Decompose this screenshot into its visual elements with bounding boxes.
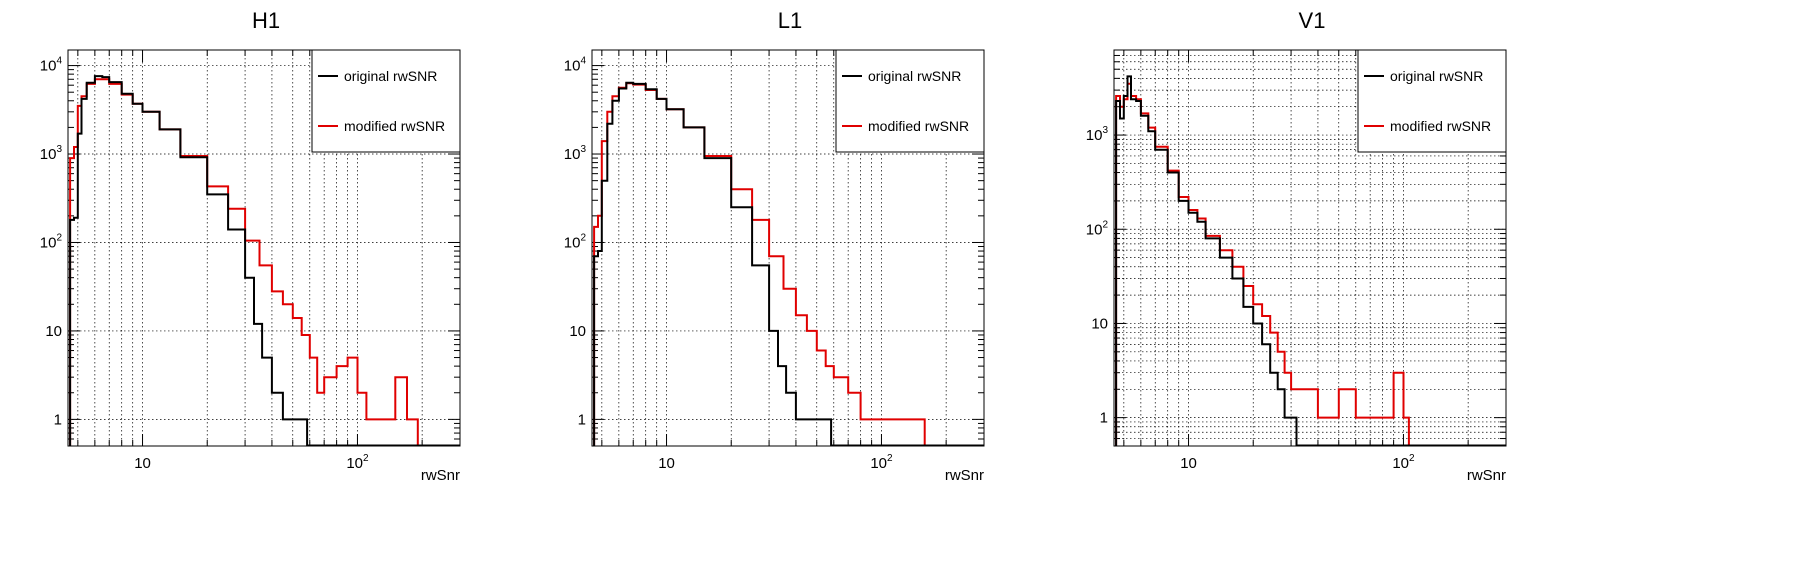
- y-tick-label: 1: [578, 411, 586, 428]
- legend-box: [311, 49, 461, 153]
- y-tick-label: 10: [569, 323, 586, 340]
- x-tick-label: 102: [346, 453, 369, 472]
- legend-label: original rwSNR: [344, 68, 437, 84]
- legend-box: [835, 49, 985, 153]
- y-grid: [68, 65, 460, 420]
- axis-ticks: [592, 50, 984, 446]
- panel-v1: V1 10 102 1 10 102 103 rwSnr original rwSNR modif…: [1086, 8, 1507, 484]
- series-original-line: [1115, 75, 1506, 447]
- legend: original rwSNR modified rwSNR: [835, 49, 985, 153]
- legend-label: modified rwSNR: [868, 118, 969, 134]
- x-axis-title: rwSnr: [421, 467, 460, 484]
- plot-frame: [591, 49, 985, 447]
- series-original-line: [69, 75, 460, 447]
- y-tick-label: 1: [54, 411, 62, 428]
- panel-title: V1: [1299, 8, 1326, 33]
- y-grid: [592, 65, 984, 420]
- y-tick-label: 103: [40, 144, 63, 163]
- x-axis-title: rwSnr: [1467, 467, 1506, 484]
- y-tick-label: 10: [1091, 315, 1108, 332]
- panel-l1: L1 10 102 1 10 102 103 104 rwSnr original rwSNR mo…: [564, 8, 985, 484]
- y-tick-label: 102: [564, 232, 587, 251]
- legend-label: modified rwSNR: [1390, 118, 1491, 134]
- y-tick-label: 102: [1086, 219, 1109, 238]
- x-tick-labels: 10 102: [1180, 453, 1415, 472]
- legend-label: modified rwSNR: [344, 118, 445, 134]
- panel-h1: H1 10 102 1 10 102 103 104 rwSnr original rwSNR mo…: [40, 8, 461, 484]
- x-tick-label: 10: [1180, 455, 1197, 472]
- panel-title: H1: [252, 8, 280, 33]
- x-tick-labels: 10 102: [134, 453, 369, 472]
- series-original-line: [593, 81, 984, 447]
- y-tick-label: 102: [40, 232, 63, 251]
- y-tick-label: 1: [1100, 410, 1108, 427]
- y-tick-labels: 1 10 102 103: [1086, 125, 1109, 427]
- axis-ticks: [1114, 50, 1506, 446]
- y-tick-label: 103: [1086, 125, 1109, 144]
- y-tick-label: 104: [40, 56, 63, 75]
- legend-label: original rwSNR: [868, 68, 961, 84]
- y-tick-label: 10: [45, 323, 62, 340]
- plot-frame: [1113, 49, 1507, 447]
- y-tick-labels: 1 10 102 103 104: [40, 56, 63, 429]
- x-axis-title: rwSnr: [945, 467, 984, 484]
- y-tick-label: 104: [564, 56, 587, 75]
- legend-box: [1357, 49, 1507, 153]
- x-tick-label: 102: [1392, 453, 1415, 472]
- y-tick-labels: 1 10 102 103 104: [564, 56, 587, 429]
- x-tick-label: 10: [658, 455, 675, 472]
- legend-label: original rwSNR: [1390, 68, 1483, 84]
- legend: original rwSNR modified rwSNR: [1357, 49, 1507, 153]
- plot-frame: [67, 49, 461, 447]
- x-tick-labels: 10 102: [658, 453, 893, 472]
- legend: original rwSNR modified rwSNR: [311, 49, 461, 153]
- panel-title: L1: [778, 8, 802, 33]
- y-tick-label: 103: [564, 144, 587, 163]
- x-tick-label: 102: [870, 453, 893, 472]
- y-grid: [1114, 55, 1506, 439]
- x-tick-label: 10: [134, 455, 151, 472]
